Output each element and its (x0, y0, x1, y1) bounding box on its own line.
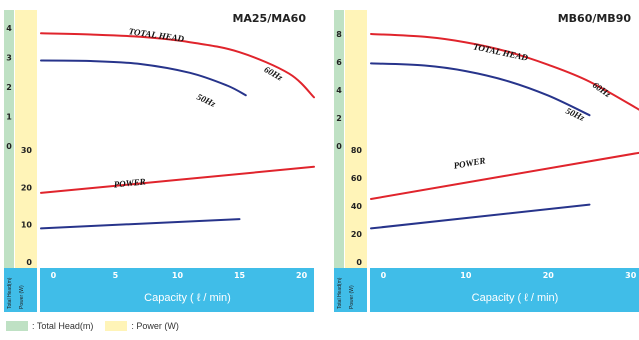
panel-1-power-tick-1: 10 (21, 221, 33, 230)
panel-2-head-tick-4: 8 (336, 30, 342, 39)
panel-2-power-tick-4: 80 (351, 146, 363, 155)
legend-label-power: : Power (W) (131, 321, 179, 331)
panel-1-power-strip (15, 10, 37, 312)
panel-2-head-axis-label: Total Head(m) (337, 277, 343, 309)
panel-1-curve-50hz-1 (40, 59, 247, 97)
panel-2-power-strip (345, 10, 367, 312)
legend-label-total-head: : Total Head(m) (32, 321, 94, 331)
panel-2-x-tick-2: 20 (543, 271, 555, 280)
panel-1-head-tick-2: 2 (6, 83, 12, 92)
panel-2-head-tick-3: 6 (336, 58, 342, 67)
panel-2-power-axis-label: Power (W) (349, 285, 355, 309)
legend-item-total-head: : Total Head(m) (6, 321, 93, 331)
panel-2-head-strip (334, 10, 344, 312)
legend-swatch-power (105, 321, 128, 331)
panel-1-head-tick-4: 4 (6, 24, 12, 33)
panel-1-head-strip (4, 10, 14, 312)
panel-2-power-tick-2: 40 (351, 202, 363, 211)
panel-2-curve-total-head-0 (370, 33, 639, 111)
panel-1: 0 1 2 3 4 0 10 20 30 0 5 10 15 20 Capacity ( ℓ / min) T… (0, 10, 315, 312)
panel-2-power-tick-3: 60 (351, 174, 363, 183)
panel-1-x-tick-1: 5 (113, 271, 119, 280)
panel-1-power-tick-3: 30 (21, 146, 33, 155)
panel-2-x-band (370, 268, 639, 312)
panel-2-x-tick-3: 30 (625, 271, 637, 280)
panel-1-x-tick-2: 10 (172, 271, 184, 280)
panel-1-curve-power-50hz-3 (40, 218, 241, 230)
panel-2-title: MB60/MB90 (558, 12, 632, 25)
panel-1-head-tick-3: 3 (6, 54, 12, 63)
panel-1-annotation-power: POWER (113, 176, 146, 189)
panel-2-curve-50hz-1 (370, 62, 591, 117)
panel-1-background (0, 10, 314, 312)
panel-1-head-axis-label: Total Head(m) (7, 277, 13, 309)
legend-item-power: : Power (W) (105, 321, 179, 331)
panel-2-curve-power-2 (370, 151, 639, 200)
panel-2-curve-power-50hz-3 (370, 203, 591, 230)
panel-2-power-tick-0: 0 (356, 258, 362, 267)
panel-1-head-tick-1: 1 (6, 113, 12, 122)
panel-2-head-tick-0: 0 (336, 142, 342, 151)
panel-2-power-tick-1: 20 (351, 230, 363, 239)
panel-2-x-tick-1: 10 (460, 271, 472, 280)
panel-1-axis-label-band (4, 268, 37, 312)
panel-1-x-tick-0: 0 (51, 271, 57, 280)
panel-2-x-axis-label: Capacity ( ℓ / min) (472, 292, 559, 304)
panel-1-curve-total-head-0 (40, 32, 315, 99)
panel-1-x-axis-label: Capacity ( ℓ / min) (144, 292, 231, 304)
figure-legend: : Total Head(m) : Power (W) (6, 319, 191, 333)
panel-2-x-tick-0: 0 (381, 271, 387, 280)
legend-swatch-total-head (6, 321, 28, 331)
panel-1-title: MA25/MA60 (232, 12, 306, 25)
panel-1-x-tick-4: 20 (296, 271, 308, 280)
panel-2-axis-label-band (334, 268, 367, 312)
panel-2-head-tick-2: 4 (336, 86, 342, 95)
panel-1-power-tick-2: 20 (21, 183, 33, 192)
panel-1-power-tick-0: 0 (26, 258, 32, 267)
panel-1-power-axis-label: Power (W) (19, 285, 25, 309)
panel-2-head-tick-1: 2 (336, 114, 342, 123)
panel-1-x-tick-3: 15 (234, 271, 246, 280)
panel-1-head-tick-0: 0 (6, 142, 12, 151)
panel-1-x-band (40, 268, 314, 312)
panel-1-curve-power-2 (40, 165, 315, 194)
